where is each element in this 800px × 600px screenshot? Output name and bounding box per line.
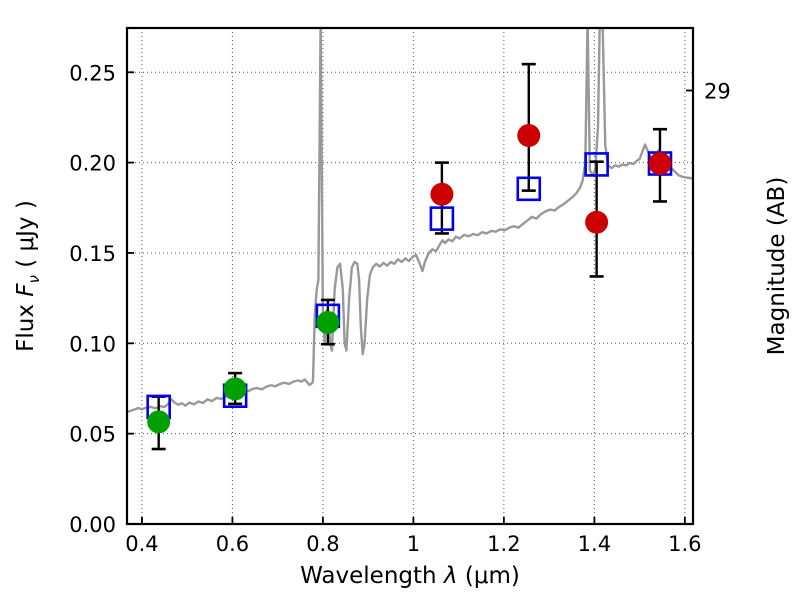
observed-photometry-marker-1-2 (585, 210, 609, 234)
xtick-label-5: 1.4 (578, 532, 611, 556)
y-axis-title-flux: Flux (13, 297, 39, 352)
observed-photometry-marker-1-3 (648, 152, 672, 176)
observed-photometry-marker-1-0 (430, 182, 454, 206)
ytick-left-label-2: 0.10 (69, 332, 116, 356)
ytick-left-label-1: 0.05 (69, 423, 116, 447)
observed-photometry-series-green (147, 311, 340, 434)
ytick-left-label-4: 0.20 (69, 152, 116, 176)
y-axis-title-nu: ν (25, 275, 43, 283)
axes-frame (125, 26, 695, 526)
x-axis-title-lambda: λ (442, 563, 458, 589)
y-axis-title-F: F (13, 283, 39, 297)
y-axis-title: Flux Fν ( μJy ) (13, 200, 43, 352)
observed-photometry-marker-0-2 (316, 311, 340, 335)
xtick-label-0: 0.4 (125, 532, 158, 556)
synthetic-photometry-series (146, 151, 673, 420)
ytick-left-label-0: 0.00 (69, 513, 116, 537)
ytick-right-label-9: 29 (704, 79, 731, 103)
ytick-left-label-3: 0.15 (69, 242, 116, 266)
model-spectrum-line (127, 28, 693, 414)
x-axis-title: Wavelength λ (μm) (300, 563, 520, 589)
observed-photometry-marker-1-1 (517, 124, 541, 148)
xtick-label-2: 0.8 (306, 532, 339, 556)
x-axis-title-units: (μm) (458, 563, 520, 589)
xtick-label-1: 0.6 (216, 532, 249, 556)
x-axis-title-word: Wavelength (300, 563, 444, 589)
observed-photometry-series-red (430, 124, 672, 234)
synthetic-photometry-marker-4 (516, 176, 542, 202)
observed-photometry-marker-0-1 (223, 377, 247, 401)
model-spectrum-group (127, 28, 693, 414)
y-axis-title-units: ( μJy ) (13, 200, 39, 275)
observed-photometry-marker-0-0 (147, 410, 171, 434)
xtick-label-6: 1.6 (668, 532, 701, 556)
ytick-left-label-5: 0.25 (69, 61, 116, 85)
xtick-label-3: 1 (407, 532, 420, 556)
y2-axis-title: Magnitude (AB) (764, 177, 790, 356)
synthetic-photometry-marker-3 (429, 206, 455, 231)
xtick-label-4: 1.2 (487, 532, 520, 556)
synthetic-photometry-marker-5 (584, 152, 609, 177)
